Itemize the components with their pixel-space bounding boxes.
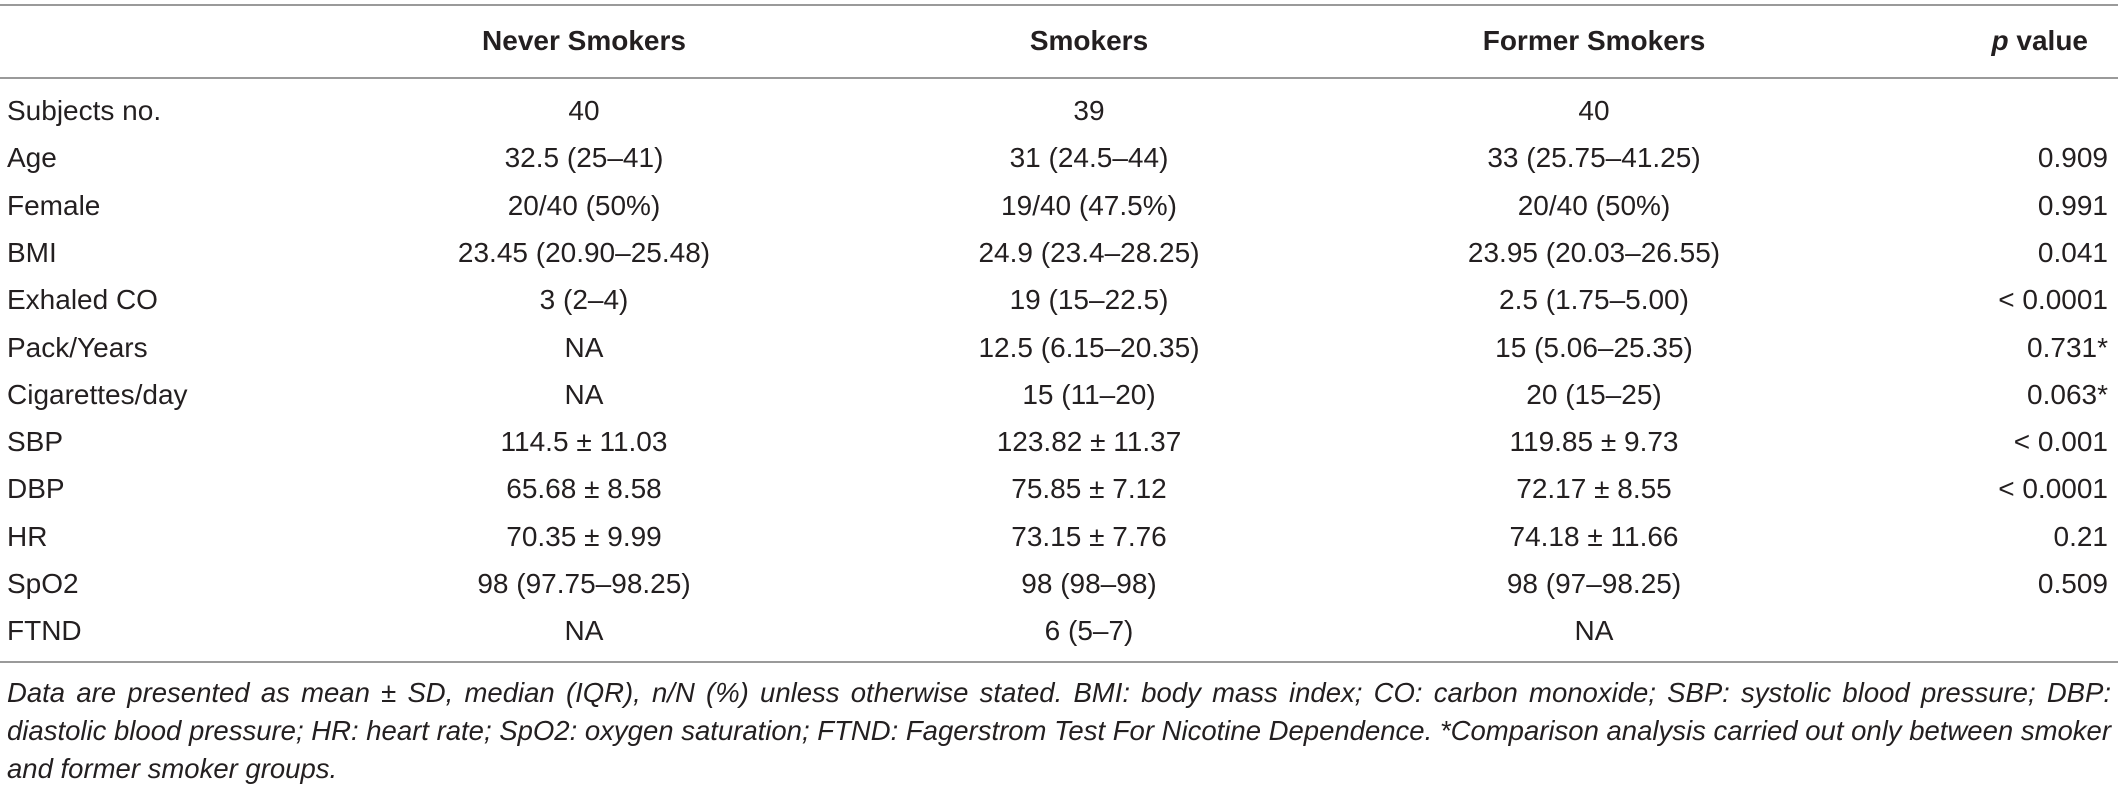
table-cell: 74.18 ± 11.66	[1509, 520, 1679, 552]
column-header: p value	[1991, 25, 2089, 56]
table-cell: 2.5 (1.75–5.00)	[1499, 284, 1689, 316]
table-cell: 0.909	[2037, 142, 2108, 174]
row-label: Cigarettes/day	[7, 378, 188, 410]
table-cell: 98 (98–98)	[1021, 568, 1157, 599]
table-cell: NA	[564, 331, 604, 363]
row-label: Exhaled CO	[7, 284, 158, 316]
table-cell: 119.85 ± 9.73	[1509, 426, 1679, 458]
table-cell: 70.35 ± 9.99	[506, 520, 662, 552]
row-label: DBP	[7, 473, 65, 505]
table-cell: 65.68 ± 8.58	[506, 473, 662, 505]
table-cell: 72.17 ± 8.55	[1516, 473, 1672, 505]
table-cell: 31 (24.5–44)	[1009, 142, 1169, 174]
table-cell: 0.509	[2037, 568, 2108, 599]
table-cell: 98 (97.75–98.25)	[477, 568, 691, 599]
table-cell: 24.9 (23.4–28.25)	[978, 236, 1200, 268]
table-cell: 19/40 (47.5%)	[1001, 189, 1177, 221]
table-cell: 123.82 ± 11.37	[996, 426, 1182, 458]
table-cell: 3 (2–4)	[539, 284, 629, 316]
column-header: Never Smokers	[482, 25, 686, 56]
table-cell: 20/40 (50%)	[1517, 189, 1671, 221]
table-cell: NA	[564, 615, 604, 647]
table-cell: 6 (5–7)	[1044, 615, 1134, 647]
header-rule	[0, 77, 2118, 79]
column-header: Former Smokers	[1482, 25, 1706, 56]
table-cell: 75.85 ± 7.12	[1011, 473, 1167, 505]
table-cell: 40	[568, 95, 600, 126]
table-cell: 23.45 (20.90–25.48)	[457, 236, 711, 268]
row-label: Subjects no.	[7, 95, 162, 126]
table-cell: 39	[1073, 95, 1105, 126]
table-cell: 0.21	[2053, 520, 2109, 552]
row-label: SpO2	[7, 568, 79, 599]
row-label: Female	[7, 189, 101, 221]
row-label: Pack/Years	[7, 331, 148, 363]
table-cell: 15 (5.06–25.35)	[1495, 331, 1693, 363]
table-cell: < 0.0001	[1998, 473, 2108, 505]
row-label: Age	[7, 142, 57, 174]
bottom-rule	[0, 661, 2118, 663]
table-cell: 12.5 (6.15–20.35)	[978, 331, 1200, 363]
column-header: Smokers	[1029, 25, 1149, 56]
table-cell: 0.731*	[2027, 331, 2108, 363]
table-cell: 23.95 (20.03–26.55)	[1467, 236, 1721, 268]
row-label: BMI	[7, 236, 57, 268]
footnote: Data are presented as mean ± SD, median …	[7, 677, 2111, 784]
table-cell: 73.15 ± 7.76	[1011, 520, 1167, 552]
table-cell: 20/40 (50%)	[507, 189, 661, 221]
table-cell: NA	[1574, 615, 1614, 647]
table-cell: < 0.0001	[1998, 284, 2108, 316]
table-cell: 19 (15–22.5)	[1009, 284, 1169, 316]
table-cell: 98 (97–98.25)	[1506, 568, 1682, 599]
table-cell: 20 (15–25)	[1526, 378, 1662, 410]
row-label: FTND	[7, 615, 82, 647]
table-cell: 0.063*	[2027, 378, 2108, 410]
table-cell: 0.041	[2037, 236, 2108, 268]
top-rule	[0, 4, 2118, 6]
table-cell: 40	[1578, 95, 1610, 126]
table-cell: 0.991	[2037, 189, 2108, 221]
row-label: HR	[7, 520, 48, 552]
table-cell: 114.5 ± 11.03	[500, 426, 668, 458]
table-cell: NA	[564, 378, 604, 410]
table-cell: 15 (11–20)	[1022, 378, 1156, 410]
table-cell: 32.5 (25–41)	[504, 142, 664, 174]
table-cell: 33 (25.75–41.25)	[1487, 142, 1701, 174]
table-cell: < 0.001	[2013, 426, 2108, 458]
row-label: SBP	[7, 426, 64, 458]
